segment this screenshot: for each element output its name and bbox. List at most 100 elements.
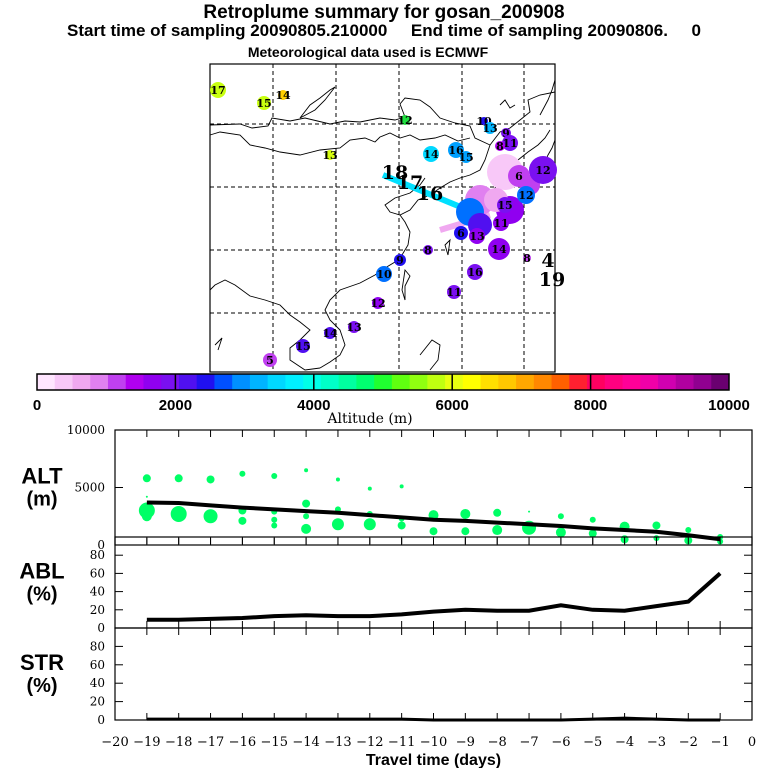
colorbar-segment [640,374,659,390]
plume-day-label: 11 [446,286,461,299]
plume-day-label: 8 [424,244,432,257]
colorbar-segment [462,374,482,390]
altitude-point [461,527,470,536]
colorbar-frame [36,373,730,391]
colorbar-segment [196,374,215,390]
colorbar-segment [569,374,588,390]
panel-label: ALT [21,464,63,489]
altitude-point [271,522,278,529]
altitude-point [685,527,692,534]
plume-marker [400,115,410,125]
y-tick-label: 20 [90,603,105,617]
colorbar-segment [285,374,304,390]
plume-marker [325,150,335,160]
y-tick-label: 0 [97,713,105,727]
met-data-note: Meteorological data used is ECMWF [247,44,489,60]
plume-day-label: 17 [397,172,423,194]
plume-day-label: 12 [535,164,550,177]
colorbar-segment [178,374,198,390]
colorbar-label: Altitude (m) [326,411,412,427]
colorbar-segment [693,374,712,390]
plume-marker [447,285,461,299]
plume-marker [502,135,518,151]
panel-label: STR [20,650,64,675]
colorbar-segment [90,374,109,390]
altitude-point [363,518,376,531]
plume-marker [372,297,384,309]
x-tick-label: −5 [583,735,602,750]
plume-marker [448,142,464,158]
altitude-point [271,473,278,479]
altitude-point [206,475,215,484]
colorbar-segment [711,374,730,390]
plume-day-label: 9 [502,127,510,140]
plume-day-label: 5 [266,354,274,367]
plume-day-label: 4 [541,250,554,272]
altitude-point [429,527,438,536]
plume-marker [508,165,530,187]
x-tick-label: −12 [356,735,383,750]
x-axis-label: Travel time (days) [366,752,501,768]
plume-marker [296,339,310,353]
altitude-point [302,499,311,508]
altitude-point [588,529,597,538]
y-tick-label: 60 [90,566,105,580]
panel-unit: (%) [26,584,57,606]
time-series-panels: 0500010000ALT(m)020406080ABL(%)020406080… [19,423,756,768]
plume-day-label: 17 [210,84,225,97]
x-tick-label: −16 [229,735,256,750]
panel-frame [114,627,753,721]
plume-day-label: 15 [256,97,271,110]
colorbar-segment [658,374,677,390]
plume-marker [523,254,531,262]
plume-day-label: 10 [376,268,392,281]
plume-day-label: 16 [448,144,464,157]
x-tick-label: −15 [261,735,288,750]
y-tick-label: 0 [97,538,105,552]
altitude-point [335,477,340,482]
colorbar-segment [37,374,56,390]
altitude-point [460,508,471,519]
altitude-point [271,516,278,523]
altitude-point [399,484,404,489]
colorbar-segment [604,374,624,390]
colorbar-tick-label: 8000 [574,397,607,414]
panel-unit: (m) [26,489,57,511]
x-tick-label: −7 [519,735,538,750]
colorbar-tick-label: 10000 [708,397,750,414]
colorbar-segment [143,374,162,390]
y-tick-label: 5000 [74,481,105,495]
plume-marker [376,266,392,282]
plume-marker [394,254,406,266]
altitude-point [141,511,152,522]
colorbar-segment [374,374,393,390]
colorbar-segment [72,374,91,390]
x-tick-label: 0 [748,735,756,750]
colorbar-tick-label: 4000 [297,397,330,414]
altitude-point [397,521,406,530]
altitude-point [557,513,564,520]
plume-day-label: 14 [423,148,439,161]
x-tick-label: −3 [647,735,666,750]
plume-marker [460,151,472,163]
altitude-point [331,518,344,531]
colorbar-tick-label: 0 [33,397,41,414]
plume-day-label: 18 [382,162,408,184]
x-tick-label: −1 [711,735,730,750]
plume-marker [454,226,468,240]
plume-marker [423,146,439,162]
plume-marker [493,215,509,231]
x-tick-label: −18 [165,735,192,750]
plume-day-label: 14 [275,89,291,102]
x-tick-label: −11 [388,735,415,750]
plume-marker [210,82,226,98]
plume-day-label: 14 [491,243,507,256]
x-tick-label: −13 [324,735,351,750]
altitude-point [238,516,247,525]
plume-marker [348,321,360,333]
plume-day-label: 8 [523,252,531,265]
plume-marker [517,186,535,204]
str-line [146,716,721,722]
panel-alt: 0 5000 10000 ALT(m) [21,423,753,552]
